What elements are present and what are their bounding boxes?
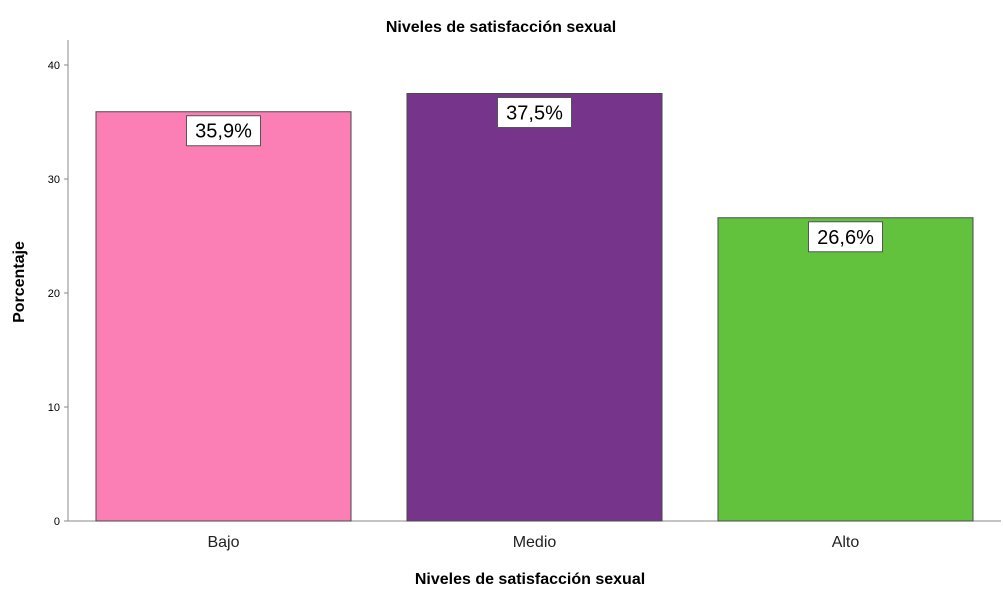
chart-title: Niveles de satisfacción sexual xyxy=(386,19,616,36)
x-tick-label: Bajo xyxy=(207,534,239,551)
y-tick-label: 40 xyxy=(48,60,60,72)
y-axis-label: Porcentaje xyxy=(11,241,28,323)
x-tick-label: Medio xyxy=(513,534,557,551)
y-ticks: 0 10 20 30 40 xyxy=(48,60,68,528)
data-label-box xyxy=(186,115,261,147)
data-label-box xyxy=(808,221,883,253)
y-tick-label: 0 xyxy=(54,516,60,528)
bar-alto xyxy=(717,217,974,522)
x-axis-label: Niveles de satisfacción sexual xyxy=(415,571,645,588)
y-tick-label: 20 xyxy=(48,288,60,300)
data-label: 35,9% xyxy=(195,121,252,143)
data-label: 26,6% xyxy=(817,227,874,249)
y-tick-label: 10 xyxy=(48,402,60,414)
data-label-box xyxy=(497,97,572,128)
y-tick-label: 30 xyxy=(48,174,60,186)
bar-bajo xyxy=(95,111,352,522)
data-label: 37,5% xyxy=(506,103,563,125)
x-tick-label: Alto xyxy=(832,534,860,551)
x-ticks: Bajo Medio Alto xyxy=(207,534,859,551)
bar-medio xyxy=(406,93,663,522)
bars xyxy=(95,93,974,522)
data-labels: 35,9% 37,5% 26,6% xyxy=(186,97,883,253)
